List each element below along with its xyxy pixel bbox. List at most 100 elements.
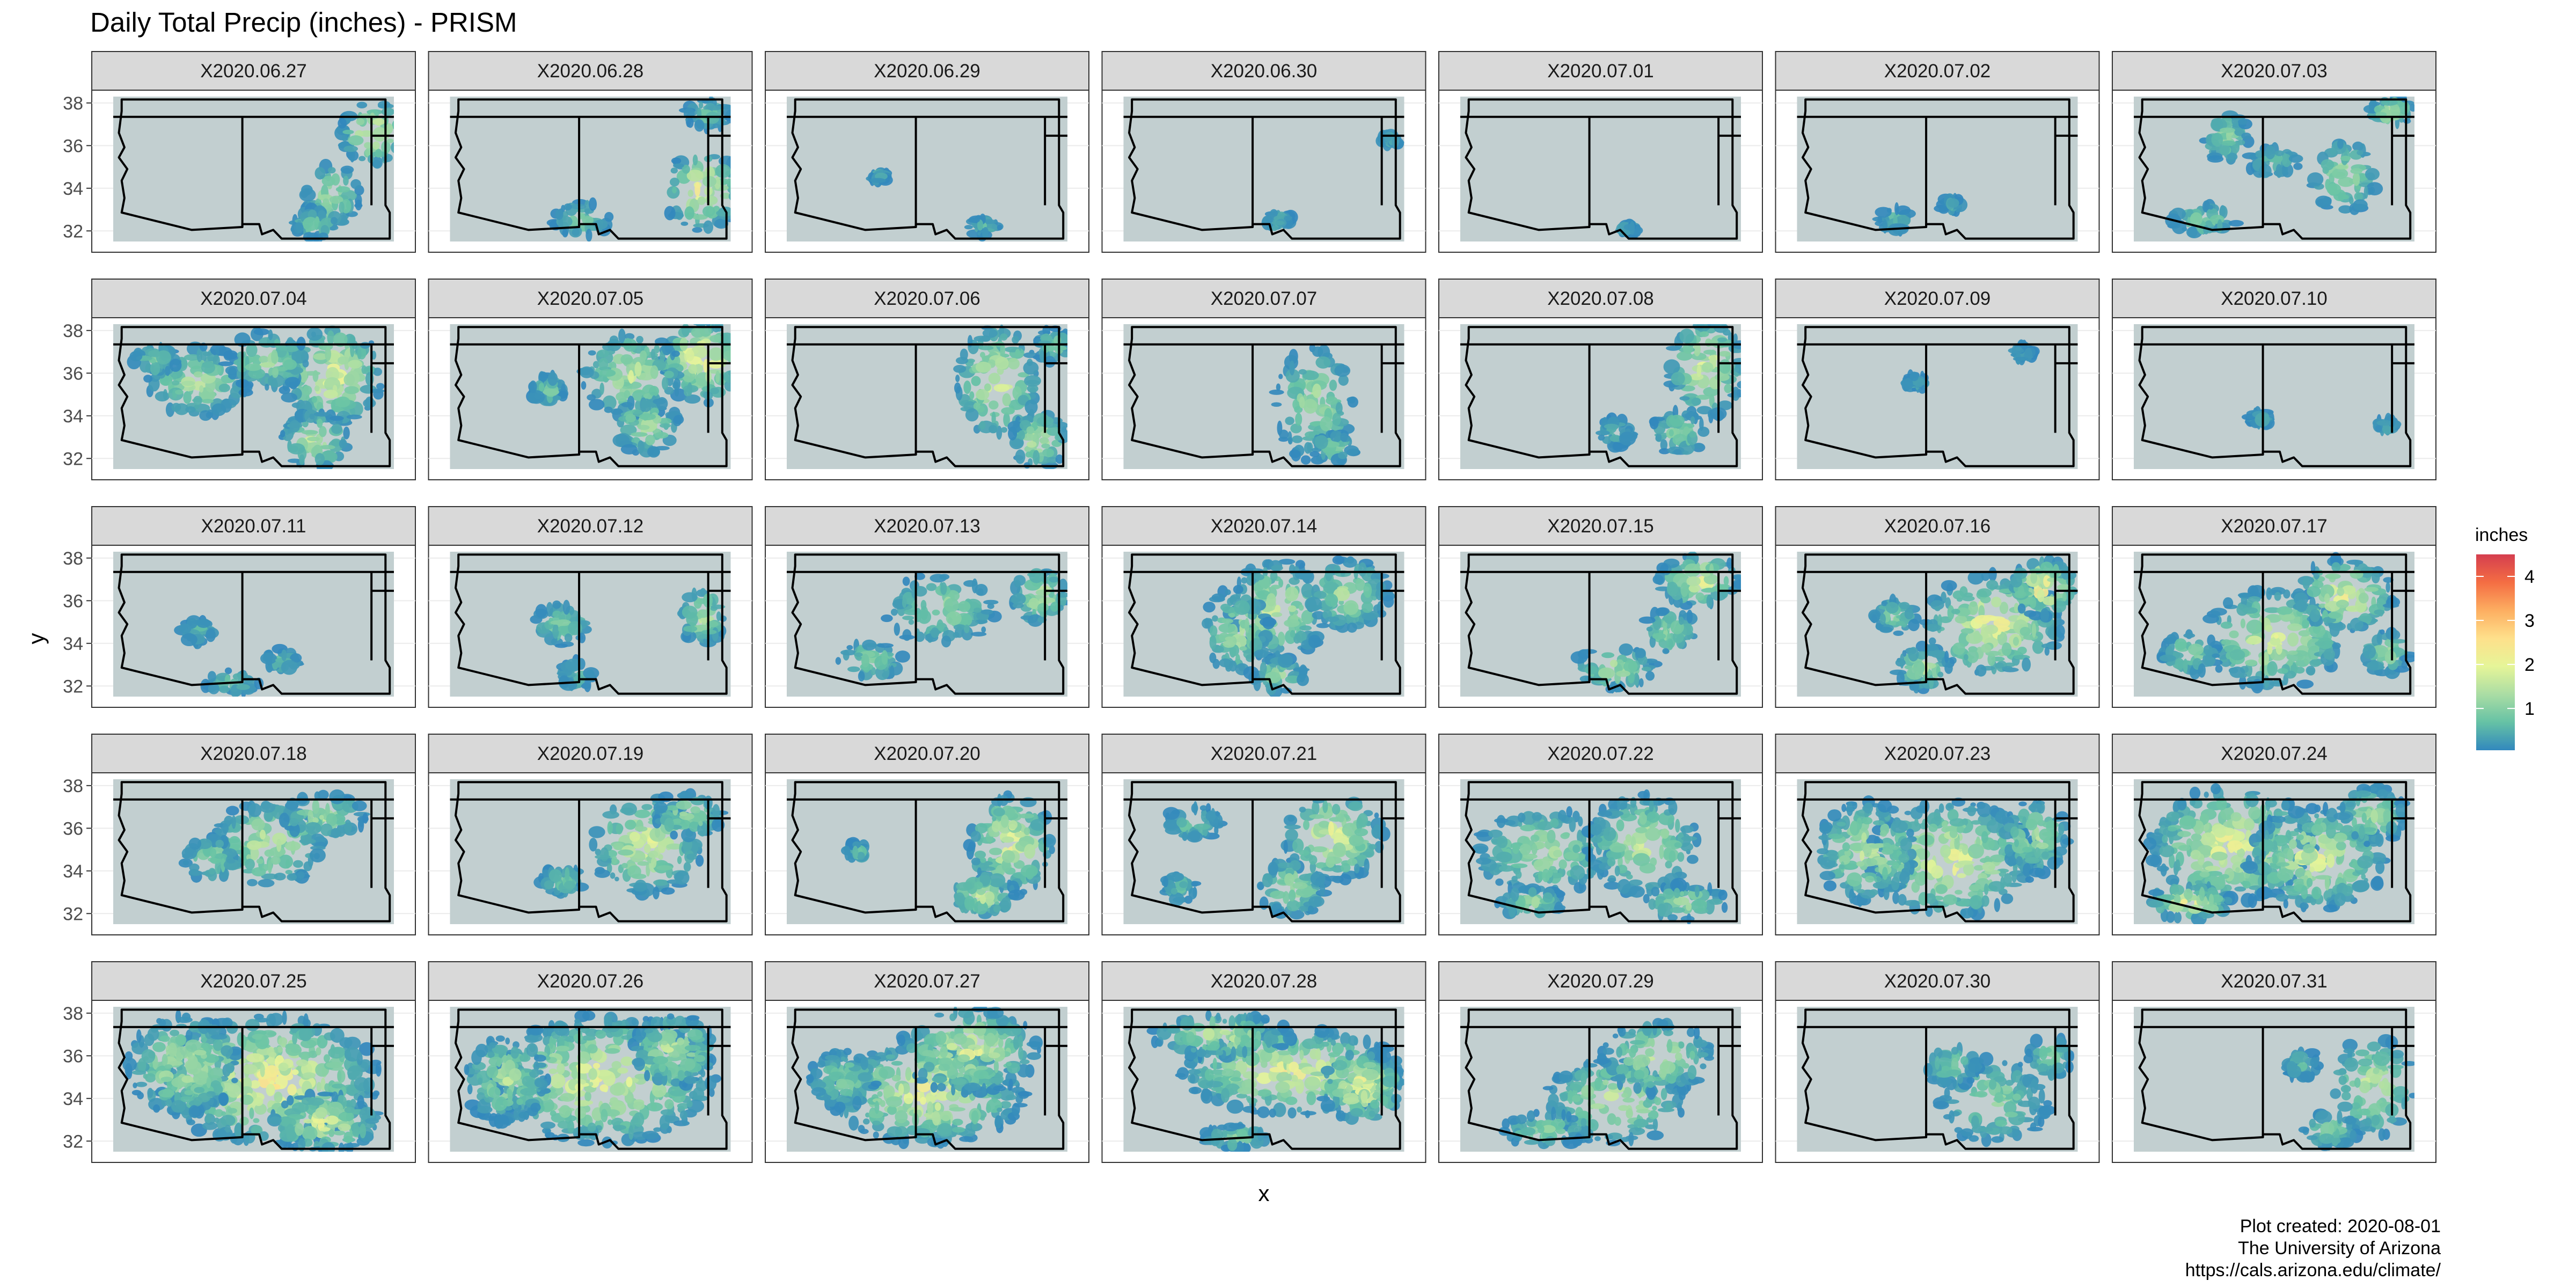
precip-cell	[953, 364, 967, 373]
precip-cell	[303, 232, 315, 241]
precip-cell	[372, 118, 385, 126]
precip-cell	[2028, 611, 2044, 621]
precip-cell	[1312, 846, 1328, 853]
precip-cell	[1363, 583, 1372, 598]
precip-cell	[1320, 416, 1333, 431]
precip-cell	[210, 848, 217, 858]
precip-cell	[2043, 575, 2051, 588]
precip-cell	[1660, 439, 1668, 451]
precip-cell	[171, 402, 181, 412]
precip-cell	[267, 374, 285, 387]
facet-strip	[1438, 506, 1763, 546]
precip-cell	[932, 609, 940, 616]
precip-cell	[1314, 591, 1327, 599]
precip-cell	[329, 415, 344, 421]
precip-cell	[687, 189, 694, 197]
precip-cell	[206, 412, 213, 419]
facet-strip	[1775, 279, 2100, 318]
facet-panel: X2020.06.28	[428, 51, 753, 253]
precip-cell	[1241, 577, 1248, 584]
precip-cell	[1980, 595, 1991, 604]
precip-cell	[302, 385, 312, 396]
precip-cell	[637, 440, 645, 454]
precip-cell	[1981, 643, 1992, 653]
precip-cell	[1243, 666, 1259, 680]
precip-cell	[2366, 182, 2383, 196]
precip-cell	[1656, 562, 1668, 574]
precip-cell	[640, 350, 647, 361]
precip-cell	[283, 359, 297, 370]
precip-field	[1261, 129, 1404, 231]
precip-cell	[280, 430, 286, 438]
precip-cell	[686, 853, 697, 860]
precip-cell	[1315, 862, 1327, 869]
precip-cell	[1338, 599, 1344, 605]
precip-cell	[638, 372, 654, 380]
precip-cell	[562, 229, 568, 238]
precip-cell	[1000, 427, 1008, 433]
precip-cell	[708, 347, 723, 361]
precip-cell	[1691, 397, 1701, 406]
precip-cell	[631, 432, 648, 437]
precip-cell	[193, 371, 203, 378]
precip-cell	[714, 218, 729, 229]
precip-cell	[629, 831, 640, 842]
facet-panel: X2020.07.09	[1775, 279, 2100, 480]
precip-cell	[1967, 570, 1984, 585]
precip-cell	[1279, 429, 1289, 440]
precip-cell	[650, 857, 657, 868]
precip-cell	[281, 660, 297, 675]
precip-cell	[1271, 402, 1282, 407]
precip-cell	[650, 349, 656, 359]
precip-cell	[899, 634, 915, 640]
precip-cell	[2369, 186, 2375, 194]
precip-cell	[313, 412, 330, 417]
land-raster	[1460, 97, 1741, 241]
facet-panel: X2020.07.12	[428, 506, 753, 708]
precip-cell	[267, 860, 272, 874]
precip-cell	[595, 848, 602, 856]
facet-label: X2020.07.15	[1547, 516, 1654, 537]
precip-cell	[543, 388, 560, 396]
precip-cell	[1300, 455, 1311, 465]
precip-cell	[728, 192, 731, 201]
precip-cell	[669, 177, 680, 187]
precip-cell	[2223, 597, 2234, 609]
precip-field	[841, 790, 1056, 919]
precip-cell	[1267, 593, 1276, 607]
precip-cell	[279, 386, 290, 394]
precip-cell	[908, 619, 914, 625]
precip-cell	[671, 157, 682, 164]
precip-cell	[1221, 618, 1234, 624]
precip-cell	[2376, 598, 2385, 610]
precip-cell	[2275, 643, 2282, 655]
precip-cell	[325, 347, 332, 361]
precip-cell	[529, 380, 537, 393]
precip-cell	[602, 811, 619, 819]
precip-cell	[311, 396, 317, 403]
precip-cell	[1929, 675, 1934, 690]
precip-cell	[2287, 660, 2293, 667]
precip-cell	[1975, 664, 1987, 677]
precip-cell	[940, 582, 947, 595]
precip-cell	[1298, 369, 1307, 375]
precip-field	[178, 789, 370, 888]
precip-cell	[231, 815, 236, 829]
precip-cell	[2040, 608, 2050, 623]
precip-cell	[1641, 667, 1651, 671]
precip-cell	[346, 414, 362, 420]
precip-cell	[1329, 379, 1337, 391]
precip-cell	[1289, 360, 1295, 376]
precip-cell	[582, 216, 594, 225]
precip-cell	[2264, 607, 2281, 613]
precip-cell	[2287, 632, 2299, 647]
precip-cell	[2320, 584, 2334, 599]
precip-cell	[715, 370, 720, 383]
precip-cell	[1723, 576, 1729, 586]
precip-cell	[993, 808, 1005, 817]
precip-cell	[1717, 337, 1727, 342]
precip-cell	[1055, 454, 1064, 464]
precip-cell	[926, 583, 937, 591]
precip-cell	[1049, 576, 1059, 583]
precip-cell	[2350, 168, 2363, 174]
